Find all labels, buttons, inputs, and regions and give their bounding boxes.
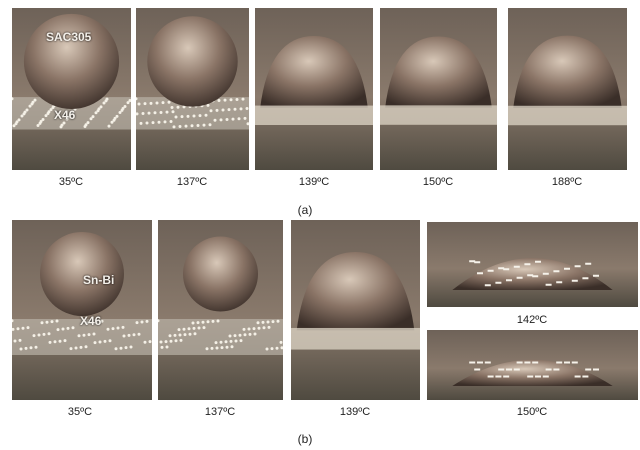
photo-image bbox=[12, 220, 152, 400]
photo bbox=[158, 220, 283, 400]
overlay-label: X46 bbox=[80, 314, 101, 328]
caption: 137ºC bbox=[205, 406, 235, 418]
photo bbox=[12, 220, 152, 400]
photo-image bbox=[427, 330, 638, 400]
caption: 139ºC bbox=[299, 176, 329, 188]
photo-image bbox=[255, 8, 373, 170]
photo bbox=[427, 330, 638, 400]
photo-image bbox=[136, 8, 249, 170]
overlay-label: Sn-Bi bbox=[83, 273, 114, 287]
caption: 150ºC bbox=[517, 406, 547, 418]
figure: SAC305 X46 35ºC 137ºC 139ºC 150ºC 188ºC … bbox=[0, 0, 640, 450]
overlay-label: SAC305 bbox=[46, 30, 91, 44]
panel-label: (a) bbox=[298, 203, 313, 217]
overlay-label: X46 bbox=[54, 108, 75, 122]
caption: 188ºC bbox=[552, 176, 582, 188]
caption: 139ºC bbox=[340, 406, 370, 418]
photo-image bbox=[380, 8, 497, 170]
photo bbox=[291, 220, 420, 400]
caption: 150ºC bbox=[423, 176, 453, 188]
caption: 137ºC bbox=[177, 176, 207, 188]
panel-label: (b) bbox=[298, 432, 313, 446]
photo-image bbox=[291, 220, 420, 400]
photo-image bbox=[508, 8, 627, 170]
photo-image bbox=[427, 222, 638, 307]
photo bbox=[255, 8, 373, 170]
caption: 35ºC bbox=[68, 406, 92, 418]
caption: 35ºC bbox=[59, 176, 83, 188]
photo-image bbox=[158, 220, 283, 400]
photo bbox=[136, 8, 249, 170]
photo bbox=[427, 222, 638, 307]
caption: 142ºC bbox=[517, 314, 547, 326]
photo bbox=[380, 8, 497, 170]
photo bbox=[508, 8, 627, 170]
